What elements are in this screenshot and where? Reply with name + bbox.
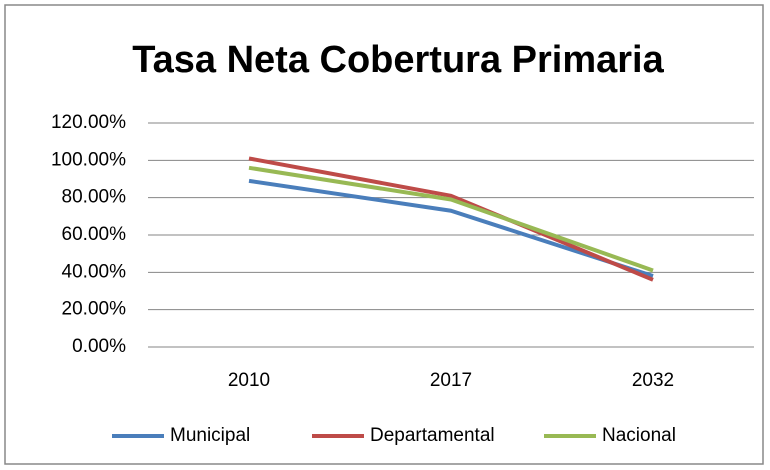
legend-label: Municipal <box>170 425 250 446</box>
y-tick-label: 100.00% <box>51 149 126 170</box>
y-tick-label: 60.00% <box>62 224 127 245</box>
x-tick-label: 2017 <box>430 370 472 391</box>
series-line <box>248 156 654 282</box>
y-tick-label: 20.00% <box>62 299 127 320</box>
series-line <box>248 178 654 278</box>
x-tick-label: 2032 <box>632 370 674 391</box>
x-tick-label: 2010 <box>228 370 270 391</box>
y-tick-label: 40.00% <box>62 261 127 282</box>
series-line <box>248 165 654 273</box>
legend-label: Departamental <box>370 425 495 446</box>
y-tick-label: 80.00% <box>62 187 127 208</box>
y-tick-label: 120.00% <box>51 112 126 133</box>
chart-title: Tasa Neta Cobertura Primaria <box>132 39 664 81</box>
y-tick-label: 0.00% <box>72 336 126 357</box>
legend-label: Nacional <box>602 425 676 446</box>
